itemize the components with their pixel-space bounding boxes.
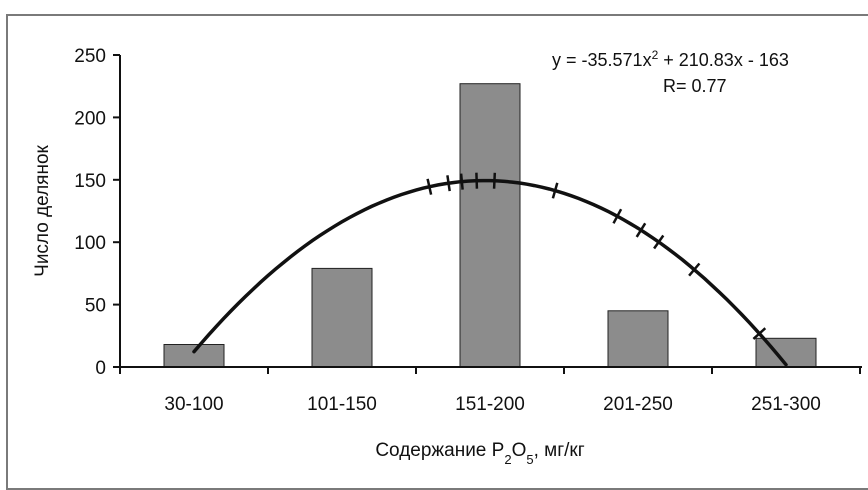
y-tick-label: 0 xyxy=(95,358,106,379)
trendline-hatch-mark xyxy=(475,172,479,189)
trendline-hatch-mark xyxy=(459,173,464,190)
x-tick-label: 251-300 xyxy=(751,394,821,415)
trendline-r-value: R= 0.77 xyxy=(663,76,727,96)
trendline-hatch-mark xyxy=(752,327,767,340)
x-tick-label: 151-200 xyxy=(455,394,525,415)
bar-151-200 xyxy=(459,83,521,368)
y-tick-label: 200 xyxy=(74,108,106,129)
trendline-hatch-mark xyxy=(612,208,623,224)
y-tick-label: 150 xyxy=(74,171,106,192)
trendline-hatch-mark xyxy=(446,175,451,192)
trendline-layer xyxy=(192,172,788,367)
bar-30-100 xyxy=(163,344,225,368)
x-tick-label: 201-250 xyxy=(603,394,673,415)
trendline-hatch-mark xyxy=(492,172,497,189)
y-ticks-layer: 0 50 100 150 200 250 xyxy=(74,46,120,379)
trendline-hatch-mark xyxy=(551,182,559,199)
y-tick-label: 250 xyxy=(74,46,106,67)
bar-101-150 xyxy=(311,267,373,368)
bar-201-250 xyxy=(607,310,669,368)
trendline-hatch-mark xyxy=(653,234,665,250)
y-tick-label: 50 xyxy=(85,296,106,317)
x-axis-title: Содержание P2O5, мг/кг xyxy=(375,440,584,467)
trendline-hatch-mark xyxy=(688,262,701,277)
y-tick-label: 100 xyxy=(74,233,106,254)
trendline-hatch-mark xyxy=(635,222,647,238)
trendline xyxy=(192,178,788,367)
y-axis-title: Число делянок xyxy=(32,144,53,276)
axes-layer xyxy=(119,55,862,368)
trendline-equation: y = -35.571x2 + 210.83x - 163 xyxy=(552,48,789,70)
trendline-hatch-mark xyxy=(426,178,433,195)
bars-layer xyxy=(163,83,817,368)
x-tick-label: 101-150 xyxy=(307,394,377,415)
x-ticks-layer: 30-100 101-150 151-200 201-250 251-300 xyxy=(119,367,861,415)
chart-frame xyxy=(6,14,868,490)
x-tick-label: 30-100 xyxy=(164,394,223,415)
